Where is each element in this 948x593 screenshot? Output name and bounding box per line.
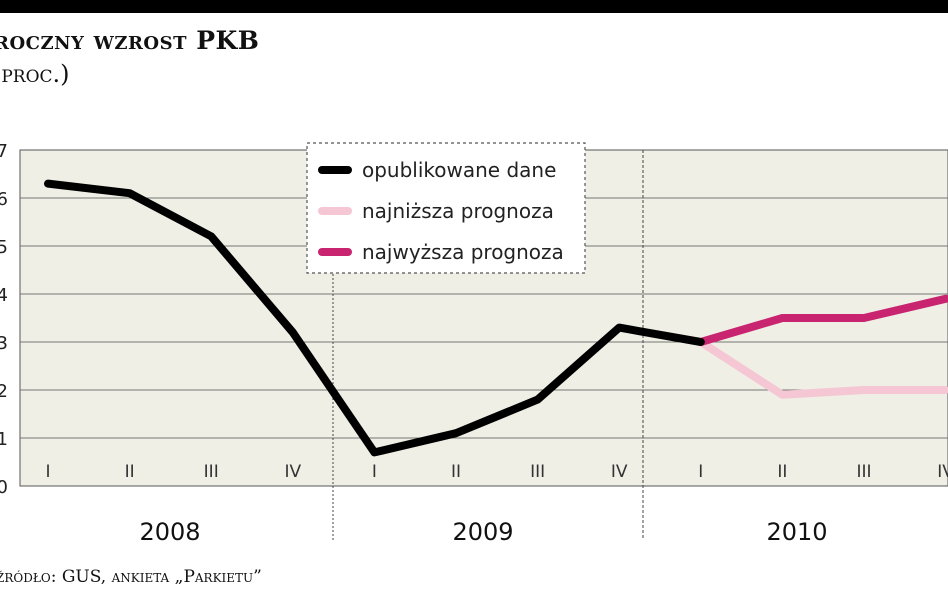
series-line: [696, 338, 948, 399]
y-tick-label: 5: [0, 237, 8, 258]
quarter-tick-label: II: [125, 462, 135, 482]
top-bar: [0, 0, 948, 13]
legend-label: opublikowane dane: [362, 158, 556, 182]
y-tick-label: 0: [0, 477, 8, 498]
year-label: 2009: [452, 518, 513, 546]
source-note: źródło: GUS, ankieta „Parkietu”: [0, 567, 262, 587]
quarter-tick-label: III: [856, 462, 871, 482]
quarter-tick-label: IV: [284, 462, 301, 482]
quarter-tick-label: II: [451, 462, 461, 482]
series-line: [696, 294, 948, 346]
y-tick-label: 6: [0, 189, 8, 210]
quarter-tick-label: IV: [937, 462, 948, 482]
legend-box: [306, 142, 586, 274]
y-tick-label: 4: [0, 285, 8, 306]
quarter-tick-label: II: [777, 462, 787, 482]
y-tick-label: 2: [0, 381, 8, 402]
quarter-tick-label: I: [372, 462, 377, 482]
series-line: [44, 179, 705, 457]
year-label: 2008: [139, 518, 200, 546]
quarter-tick-label: III: [530, 462, 545, 482]
legend-label: najwyższa prognoza: [362, 240, 564, 264]
quarter-tick-label: III: [204, 462, 219, 482]
chart-title: roczny wzrost PKB: [0, 26, 260, 55]
quarter-tick-label: I: [698, 462, 703, 482]
y-tick-label: 1: [0, 429, 8, 450]
legend-label: najniższa prognoza: [362, 199, 554, 223]
quarter-tick-label: IV: [611, 462, 628, 482]
year-label: 2010: [766, 518, 827, 546]
chart-subtitle: (proc.): [0, 60, 70, 88]
quarter-tick-label: I: [45, 462, 50, 482]
y-tick-label: 7: [0, 141, 8, 162]
y-tick-label: 3: [0, 333, 8, 354]
